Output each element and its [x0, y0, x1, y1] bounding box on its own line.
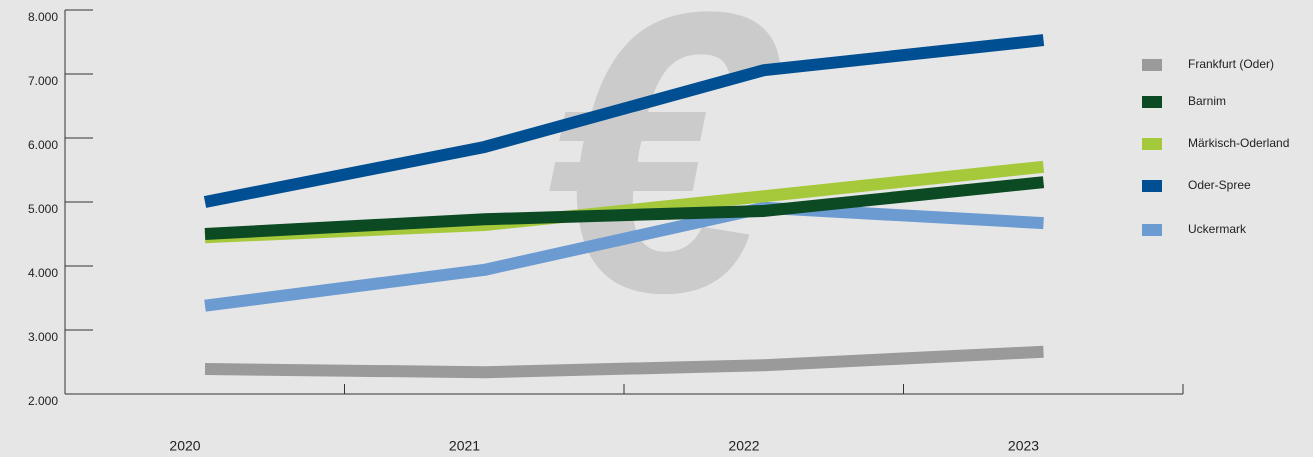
watermark: € [544, 0, 782, 376]
y-tick-label: 2.000 [28, 394, 58, 408]
x-tick-label: 2021 [449, 438, 480, 454]
x-tick-label: 2020 [169, 438, 200, 454]
series-line [203, 34, 1045, 208]
legend-label: Oder-Spree [1188, 178, 1251, 192]
legend-swatch [1142, 224, 1162, 236]
legend-swatch [1142, 138, 1162, 150]
y-tick-label: 5.000 [28, 202, 58, 216]
y-tick-label: 4.000 [28, 266, 58, 280]
legend-label: Frankfurt (Oder) [1188, 57, 1274, 71]
legend-swatch [1142, 96, 1162, 108]
y-tick-label: 7.000 [28, 74, 58, 88]
legend-label: Märkisch-Oderland [1188, 136, 1289, 150]
y-tick-label: 3.000 [28, 330, 58, 344]
y-tick-label: 8.000 [28, 10, 58, 24]
series-line [204, 176, 1045, 240]
y-tick-label: 6.000 [28, 138, 58, 152]
x-tick-label: 2023 [1008, 438, 1039, 454]
legend-label: Barnim [1188, 94, 1226, 108]
series-line [204, 345, 1044, 379]
legend-swatch [1142, 180, 1162, 192]
x-tick-label: 2022 [728, 438, 759, 454]
series-line [204, 201, 1044, 312]
legend-label: Uckermark [1188, 222, 1247, 236]
legend-swatch [1142, 59, 1162, 71]
